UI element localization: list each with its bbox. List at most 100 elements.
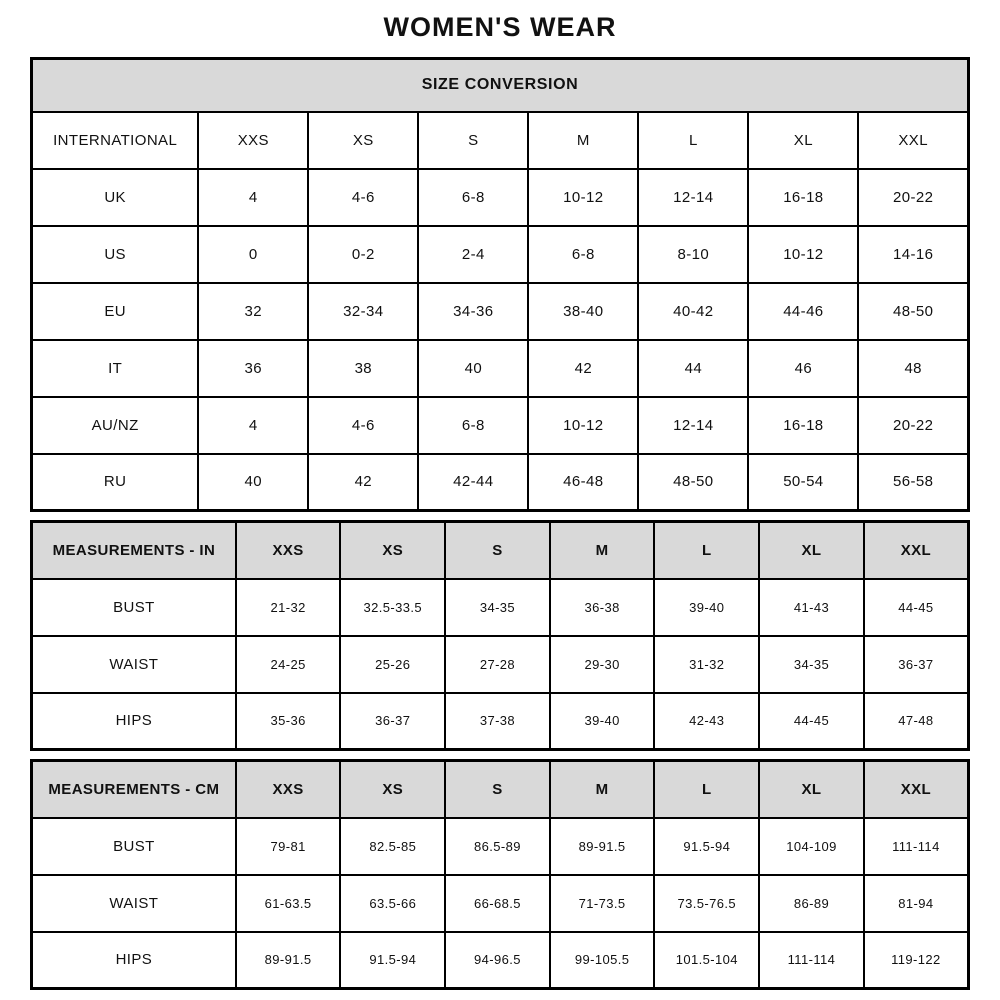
value-cell: 41-43 bbox=[758, 577, 865, 637]
value-cell: 86.5-89 bbox=[444, 816, 551, 876]
value-cell: 10-12 bbox=[527, 395, 640, 455]
header-cell: L bbox=[653, 520, 761, 580]
value-cell: 89-91.5 bbox=[234, 930, 342, 990]
table-title-row: SIZE CONVERSION bbox=[30, 57, 970, 113]
row-label: HIPS bbox=[30, 691, 237, 751]
value-cell: 2-4 bbox=[417, 224, 530, 284]
value-cell: 39-40 bbox=[548, 691, 656, 751]
table-row-waist-in: WAIST 24-25 25-26 27-28 29-30 31-32 34-3… bbox=[30, 634, 970, 694]
value-cell: 91.5-94 bbox=[339, 930, 447, 990]
value-cell: 42 bbox=[527, 338, 640, 398]
value-cell: 89-91.5 bbox=[548, 816, 656, 876]
header-cell: XXL bbox=[857, 110, 970, 170]
header-cell: XS bbox=[307, 110, 420, 170]
value-cell: 34-35 bbox=[758, 634, 865, 694]
value-cell: 38 bbox=[307, 338, 420, 398]
measurements-cm-header-row: MEASUREMENTS - CM XXS XS S M L XL XXL bbox=[30, 759, 970, 819]
value-cell: 29-30 bbox=[548, 634, 656, 694]
header-cell: M bbox=[527, 110, 640, 170]
value-cell: 31-32 bbox=[653, 634, 761, 694]
value-cell: 21-32 bbox=[234, 577, 342, 637]
table-row-aunz: AU/NZ 4 4-6 6-8 10-12 12-14 16-18 20-22 bbox=[30, 395, 970, 455]
value-cell: 4 bbox=[197, 167, 310, 227]
header-cell: XXS bbox=[234, 520, 342, 580]
size-conversion-table: SIZE CONVERSION INTERNATIONAL XXS XS S M… bbox=[30, 57, 970, 512]
size-conversion-title: SIZE CONVERSION bbox=[30, 57, 970, 113]
value-cell: 104-109 bbox=[758, 816, 865, 876]
value-cell: 14-16 bbox=[857, 224, 970, 284]
value-cell: 111-114 bbox=[862, 816, 970, 876]
value-cell: 79-81 bbox=[234, 816, 342, 876]
value-cell: 12-14 bbox=[637, 167, 750, 227]
value-cell: 99-105.5 bbox=[548, 930, 656, 990]
value-cell: 71-73.5 bbox=[548, 873, 656, 933]
value-cell: 35-36 bbox=[234, 691, 342, 751]
value-cell: 44-45 bbox=[758, 691, 865, 751]
header-cell: XS bbox=[339, 520, 447, 580]
row-label: UK bbox=[30, 167, 200, 227]
value-cell: 56-58 bbox=[857, 452, 970, 512]
row-label: WAIST bbox=[30, 634, 237, 694]
header-cell: XXL bbox=[862, 520, 970, 580]
value-cell: 6-8 bbox=[527, 224, 640, 284]
value-cell: 39-40 bbox=[653, 577, 761, 637]
value-cell: 42-43 bbox=[653, 691, 761, 751]
value-cell: 8-10 bbox=[637, 224, 750, 284]
row-label: BUST bbox=[30, 816, 237, 876]
header-cell: XS bbox=[339, 759, 447, 819]
value-cell: 37-38 bbox=[444, 691, 551, 751]
header-cell: XL bbox=[747, 110, 860, 170]
table-row-waist-cm: WAIST 61-63.5 63.5-66 66-68.5 71-73.5 73… bbox=[30, 873, 970, 933]
value-cell: 4 bbox=[197, 395, 310, 455]
table-row-hips-cm: HIPS 89-91.5 91.5-94 94-96.5 99-105.5 10… bbox=[30, 930, 970, 990]
value-cell: 61-63.5 bbox=[234, 873, 342, 933]
table-row-hips-in: HIPS 35-36 36-37 37-38 39-40 42-43 44-45… bbox=[30, 691, 970, 751]
header-cell: S bbox=[444, 759, 551, 819]
value-cell: 32 bbox=[197, 281, 310, 341]
measurements-in-table: MEASUREMENTS - IN XXS XS S M L XL XXL BU… bbox=[30, 520, 970, 751]
value-cell: 16-18 bbox=[747, 395, 860, 455]
header-cell: XL bbox=[758, 520, 865, 580]
value-cell: 20-22 bbox=[857, 395, 970, 455]
row-label: IT bbox=[30, 338, 200, 398]
value-cell: 25-26 bbox=[339, 634, 447, 694]
value-cell: 32.5-33.5 bbox=[339, 577, 447, 637]
value-cell: 48-50 bbox=[637, 452, 750, 512]
value-cell: 24-25 bbox=[234, 634, 342, 694]
value-cell: 44 bbox=[637, 338, 750, 398]
row-label: WAIST bbox=[30, 873, 237, 933]
value-cell: 0-2 bbox=[307, 224, 420, 284]
value-cell: 42 bbox=[307, 452, 420, 512]
value-cell: 36-38 bbox=[548, 577, 656, 637]
value-cell: 101.5-104 bbox=[653, 930, 761, 990]
row-label: US bbox=[30, 224, 200, 284]
value-cell: 42-44 bbox=[417, 452, 530, 512]
value-cell: 36-37 bbox=[862, 634, 970, 694]
measurements-in-header-row: MEASUREMENTS - IN XXS XS S M L XL XXL bbox=[30, 520, 970, 580]
measurements-cm-title: MEASUREMENTS - CM bbox=[30, 759, 237, 819]
header-cell: M bbox=[548, 520, 656, 580]
value-cell: 34-35 bbox=[444, 577, 551, 637]
value-cell: 50-54 bbox=[747, 452, 860, 512]
value-cell: 48-50 bbox=[857, 281, 970, 341]
value-cell: 44-45 bbox=[862, 577, 970, 637]
value-cell: 73.5-76.5 bbox=[653, 873, 761, 933]
value-cell: 111-114 bbox=[758, 930, 865, 990]
row-label: AU/NZ bbox=[30, 395, 200, 455]
value-cell: 6-8 bbox=[417, 395, 530, 455]
value-cell: 40 bbox=[417, 338, 530, 398]
value-cell: 10-12 bbox=[527, 167, 640, 227]
header-cell: L bbox=[637, 110, 750, 170]
value-cell: 4-6 bbox=[307, 395, 420, 455]
value-cell: 40-42 bbox=[637, 281, 750, 341]
row-label: HIPS bbox=[30, 930, 237, 990]
value-cell: 40 bbox=[197, 452, 310, 512]
value-cell: 91.5-94 bbox=[653, 816, 761, 876]
header-cell: XXL bbox=[862, 759, 970, 819]
header-cell: XXS bbox=[197, 110, 310, 170]
table-row-bust-in: BUST 21-32 32.5-33.5 34-35 36-38 39-40 4… bbox=[30, 577, 970, 637]
header-cell: XXS bbox=[234, 759, 342, 819]
value-cell: 46-48 bbox=[527, 452, 640, 512]
table-row-it: IT 36 38 40 42 44 46 48 bbox=[30, 338, 970, 398]
